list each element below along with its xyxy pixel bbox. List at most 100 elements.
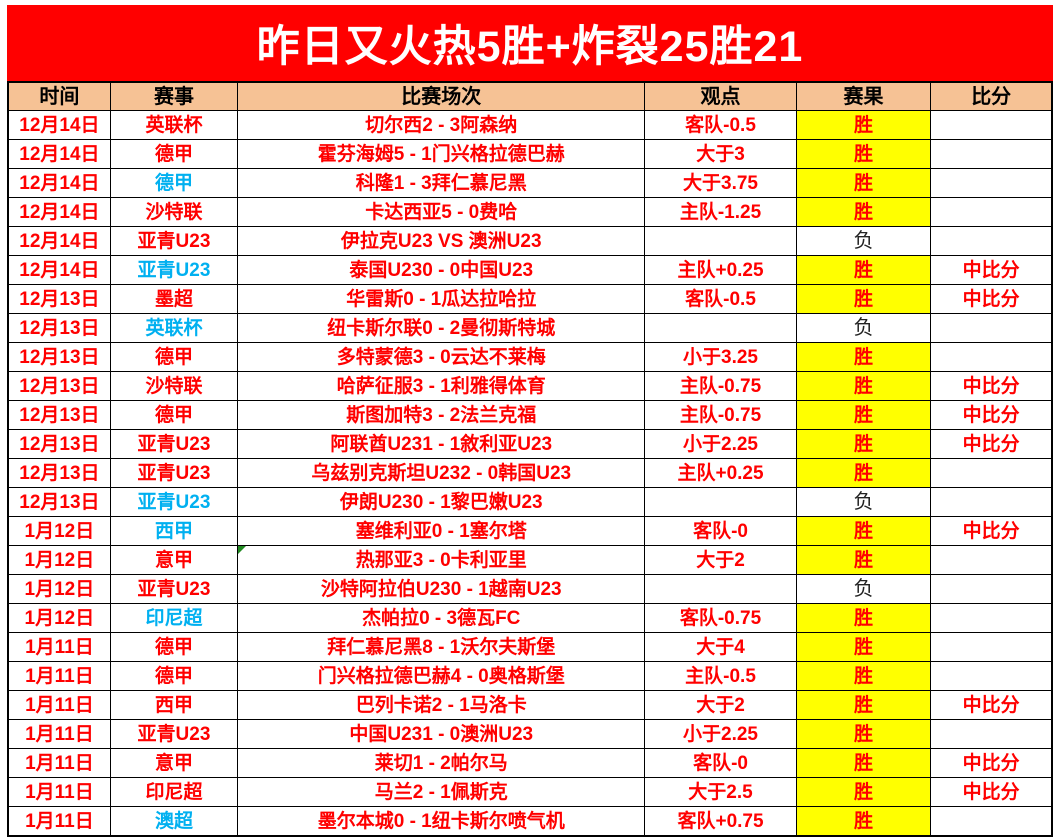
cell-match: 斯图加特3 - 2法兰克福 [237, 400, 646, 430]
table-body: 12月14日 英联杯 切尔西2 - 3阿森纳 客队-0.5 胜 12月14日 德… [7, 110, 1053, 837]
cell-result: 胜 [795, 458, 932, 488]
cell-date: 1月12日 [7, 603, 111, 633]
cell-result: 胜 [795, 255, 932, 285]
cell-result: 胜 [795, 284, 932, 314]
cell-league: 英联杯 [109, 313, 239, 343]
cell-date: 12月14日 [7, 226, 111, 256]
cell-result: 胜 [795, 603, 932, 633]
cell-match: 门兴格拉德巴赫4 - 0奥格斯堡 [237, 661, 646, 691]
cell-result: 胜 [795, 632, 932, 662]
cell-league: 沙特联 [109, 197, 239, 227]
cell-view: 主队-0.5 [644, 661, 797, 691]
cell-score [930, 168, 1053, 198]
cell-result: 负 [795, 313, 932, 343]
cell-score: 中比分 [930, 284, 1053, 314]
cell-view: 大于3.75 [644, 168, 797, 198]
cell-view: 大于4 [644, 632, 797, 662]
cell-date: 1月12日 [7, 545, 111, 575]
table-row: 1月12日 西甲 塞维利亚0 - 1塞尔塔 客队-0 胜 中比分 [7, 516, 1053, 546]
cell-league: 英联杯 [109, 110, 239, 140]
cell-score [930, 110, 1053, 140]
table-row: 12月13日 墨超 华雷斯0 - 1瓜达拉哈拉 客队-0.5 胜 中比分 [7, 284, 1053, 314]
cell-view: 主队+0.25 [644, 255, 797, 285]
cell-view: 客队+0.75 [644, 806, 797, 837]
cell-score [930, 603, 1053, 633]
cell-view: 客队-0.75 [644, 603, 797, 633]
table-row: 12月14日 德甲 科隆1 - 3拜仁慕尼黑 大于3.75 胜 [7, 168, 1053, 198]
cell-view: 主队-0.75 [644, 400, 797, 430]
cell-score [930, 139, 1053, 169]
cell-result: 胜 [795, 139, 932, 169]
cell-date: 12月13日 [7, 284, 111, 314]
cell-view: 大于2.5 [644, 777, 797, 807]
cell-league: 亚青U23 [109, 487, 239, 517]
cell-result: 胜 [795, 806, 932, 837]
cell-match: 科隆1 - 3拜仁慕尼黑 [237, 168, 646, 198]
title-banner: 昨日又火热5胜+炸裂25胜21 [7, 5, 1053, 81]
cell-league: 印尼超 [109, 603, 239, 633]
cell-score: 中比分 [930, 400, 1053, 430]
table-row: 12月14日 德甲 霍芬海姆5 - 1门兴格拉德巴赫 大于3 胜 [7, 139, 1053, 169]
cell-view: 客队-0.5 [644, 284, 797, 314]
col-header-result: 赛果 [795, 81, 932, 111]
cell-result: 胜 [795, 719, 932, 749]
cell-match: 乌兹别克斯坦U232 - 0韩国U23 [237, 458, 646, 488]
cell-league: 意甲 [109, 545, 239, 575]
table-row: 12月13日 英联杯 纽卡斯尔联0 - 2曼彻斯特城 负 [7, 313, 1053, 343]
cell-result: 负 [795, 574, 932, 604]
cell-league: 意甲 [109, 748, 239, 778]
cell-match: 沙特阿拉伯U230 - 1越南U23 [237, 574, 646, 604]
cell-date: 12月13日 [7, 429, 111, 459]
cell-match: 中国U231 - 0澳洲U23 [237, 719, 646, 749]
cell-view: 客队-0.5 [644, 110, 797, 140]
table-row: 12月13日 沙特联 哈萨征服3 - 1利雅得体育 主队-0.75 胜 中比分 [7, 371, 1053, 401]
cell-date: 12月14日 [7, 110, 111, 140]
cell-match: 切尔西2 - 3阿森纳 [237, 110, 646, 140]
cell-view: 大于3 [644, 139, 797, 169]
cell-result: 胜 [795, 371, 932, 401]
cell-date: 12月13日 [7, 487, 111, 517]
cell-date: 12月13日 [7, 313, 111, 343]
cell-league: 德甲 [109, 632, 239, 662]
cell-league: 亚青U23 [109, 719, 239, 749]
cell-match: 华雷斯0 - 1瓜达拉哈拉 [237, 284, 646, 314]
table-row: 12月13日 德甲 斯图加特3 - 2法兰克福 主队-0.75 胜 中比分 [7, 400, 1053, 430]
cell-result: 胜 [795, 400, 932, 430]
table-row: 12月14日 英联杯 切尔西2 - 3阿森纳 客队-0.5 胜 [7, 110, 1053, 140]
cell-match: 阿联酋U231 - 1敘利亚U23 [237, 429, 646, 459]
cell-view: 主队+0.25 [644, 458, 797, 488]
cell-league: 德甲 [109, 342, 239, 372]
cell-league: 西甲 [109, 516, 239, 546]
col-header-match: 比赛场次 [237, 81, 646, 111]
cell-league: 亚青U23 [109, 574, 239, 604]
cell-score: 中比分 [930, 429, 1053, 459]
cell-date: 12月14日 [7, 139, 111, 169]
cell-match: 莱切1 - 2帕尔马 [237, 748, 646, 778]
cell-league: 亚青U23 [109, 226, 239, 256]
cell-date: 1月11日 [7, 806, 111, 837]
table-row: 1月11日 印尼超 马兰2 - 1佩斯克 大于2.5 胜 中比分 [7, 777, 1053, 807]
cell-league: 德甲 [109, 661, 239, 691]
cell-league: 印尼超 [109, 777, 239, 807]
cell-date: 1月11日 [7, 690, 111, 720]
cell-score [930, 342, 1053, 372]
cell-score: 中比分 [930, 255, 1053, 285]
cell-date: 1月11日 [7, 777, 111, 807]
table-row: 1月11日 西甲 巴列卡诺2 - 1马洛卡 大于2 胜 中比分 [7, 690, 1053, 720]
cell-view: 客队-0 [644, 516, 797, 546]
cell-match: 塞维利亚0 - 1塞尔塔 [237, 516, 646, 546]
cell-result: 胜 [795, 748, 932, 778]
cell-match: 多特蒙德3 - 0云达不莱梅 [237, 342, 646, 372]
cell-date: 12月14日 [7, 168, 111, 198]
cell-result: 胜 [795, 110, 932, 140]
table-row: 1月12日 意甲 热那亚3 - 0卡利亚里 大于2 胜 [7, 545, 1053, 575]
col-header-score: 比分 [930, 81, 1053, 111]
cell-date: 12月14日 [7, 197, 111, 227]
cell-league: 沙特联 [109, 371, 239, 401]
cell-view: 小于3.25 [644, 342, 797, 372]
cell-date: 12月13日 [7, 342, 111, 372]
table-row: 1月11日 澳超 墨尔本城0 - 1纽卡斯尔喷气机 客队+0.75 胜 [7, 806, 1053, 837]
table-row: 12月14日 亚青U23 伊拉克U23 VS 澳洲U23 负 [7, 226, 1053, 256]
table-row: 1月11日 德甲 门兴格拉德巴赫4 - 0奥格斯堡 主队-0.5 胜 [7, 661, 1053, 691]
cell-league: 德甲 [109, 168, 239, 198]
